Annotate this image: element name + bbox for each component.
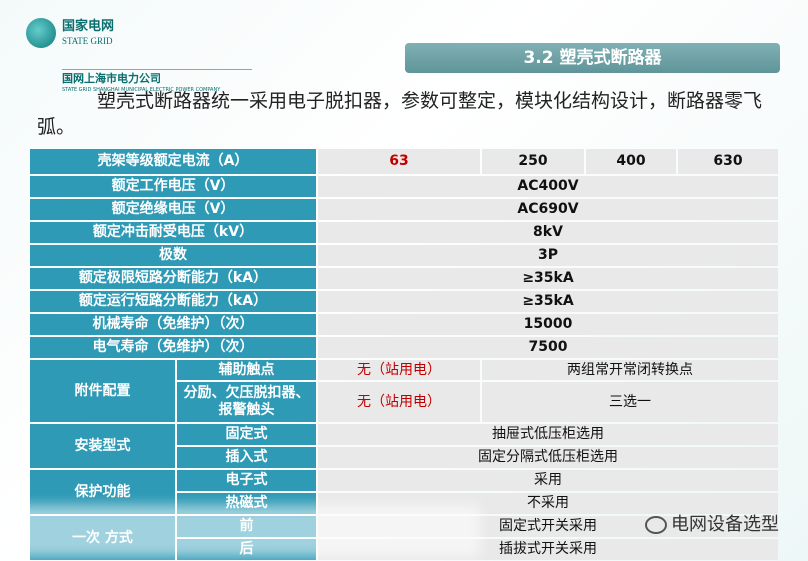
row-value-text: ≥35kA [522, 270, 574, 286]
sub-label-text: 固定式 [225, 426, 268, 442]
row-label: 额定运行短路分断能力（kA） [30, 291, 316, 312]
row-value-text: AC690V [517, 201, 579, 217]
value-63: 无（站用电） [318, 382, 480, 422]
row-value-text: AC400V [517, 178, 579, 194]
value-text: 插拔式开关采用 [499, 541, 597, 557]
value-63: 无（站用电） [318, 360, 480, 380]
blur-overlay [5, 505, 480, 557]
row-label-text: 额定运行短路分断能力（kA） [78, 293, 268, 309]
value: 两组常开常闭转换点 [482, 360, 778, 380]
sub-label-text: 分励、欠压脱扣器、报警触头 [183, 385, 310, 418]
row-value: 3P [318, 245, 778, 266]
row-label: 电气寿命（免维护）（次） [30, 337, 316, 358]
value-text: 抽屉式低压柜选用 [492, 426, 604, 442]
row-label: 额定极限短路分断能力（kA） [30, 268, 316, 289]
row-value: 15000 [318, 314, 778, 335]
sub-label: 分励、欠压脱扣器、报警触头 [177, 382, 316, 422]
header-value: 630 [678, 149, 778, 174]
sub-label-text: 插入式 [225, 449, 268, 465]
row-label: 额定冲击耐受电压（kV） [30, 222, 316, 243]
row-value-text: 7500 [528, 339, 568, 355]
company-cn: 国网上海市电力公司 [62, 72, 161, 85]
header-value: 250 [482, 149, 584, 174]
header-value-text: 63 [389, 153, 409, 169]
value-text: 两组常开常闭转换点 [567, 361, 693, 378]
header-label: 壳架等级额定电流（A） [30, 149, 316, 174]
row-label-text: 极数 [159, 247, 187, 263]
divider [62, 69, 252, 70]
value-text: 三选一 [609, 393, 651, 410]
value: 抽屉式低压柜选用 [318, 424, 778, 445]
sub-label-text: 电子式 [225, 472, 268, 488]
sub-label: 电子式 [177, 470, 316, 491]
watermark-text: 电网设备选型 [671, 514, 779, 535]
value-text: 不采用 [527, 495, 569, 511]
header-label-text: 壳架等级额定电流（A） [97, 153, 249, 169]
row-value: 7500 [318, 337, 778, 358]
row-label: 额定工作电压（V） [30, 176, 316, 197]
row-label-text: 机械寿命（免维护）（次） [92, 316, 254, 332]
header-value-text: 630 [713, 153, 743, 169]
group-label-text: 附件配置 [74, 382, 131, 399]
row-label-text: 电气寿命（免维护）（次） [92, 339, 254, 355]
value: 采用 [318, 470, 778, 491]
watermark: 电网设备选型 [645, 514, 779, 536]
spec-table: 壳架等级额定电流（A） 63 250 400 630 额定工作电压（V） AC400V 额定绝… [30, 149, 780, 560]
header-value-text: 400 [616, 153, 646, 169]
group-label: 附件配置 [30, 360, 175, 422]
row-label: 额定绝缘电压（V） [30, 199, 316, 220]
row-value-text: 8kV [533, 224, 563, 240]
logo-en: STATE GRID [62, 36, 113, 46]
row-label-text: 额定极限短路分断能力（kA） [78, 270, 268, 286]
row-value: 8kV [318, 222, 778, 243]
value-63-text: 无（站用电） [357, 361, 441, 378]
row-value: ≥35kA [318, 268, 778, 289]
row-value-text: 15000 [523, 316, 573, 332]
row-label-text: 额定工作电压（V） [111, 178, 235, 194]
row-value-text: ≥35kA [522, 293, 574, 309]
value: 三选一 [482, 382, 778, 422]
group-label-text: 保护功能 [74, 483, 131, 500]
row-value: AC690V [318, 199, 778, 220]
row-label: 极数 [30, 245, 316, 266]
company-en: STATE GRID SHANGHAI MUNICIPAL ELECTRIC P… [62, 87, 221, 93]
value-63-text: 无（站用电） [357, 393, 441, 410]
row-value-text: 3P [537, 247, 558, 263]
logo-cn: 国家电网 [62, 19, 115, 34]
value: 固定分隔式低压柜选用 [318, 447, 778, 468]
header-value: 63 [318, 149, 480, 174]
header-value: 400 [586, 149, 676, 174]
value-text: 采用 [534, 472, 562, 488]
globe-icon [26, 18, 56, 48]
value-text: 固定式开关采用 [499, 518, 597, 534]
header-value-text: 250 [518, 153, 548, 169]
row-label: 机械寿命（免维护）（次） [30, 314, 316, 335]
intro-text: 塑壳式断路器统一采用电子脱扣器，参数可整定，模块化结构设计，断路器零飞弧。 [37, 90, 763, 138]
group-label-text: 安装型式 [74, 437, 131, 454]
sub-label: 固定式 [177, 424, 316, 445]
sub-label: 辅助触点 [177, 360, 316, 380]
row-label-text: 额定绝缘电压（V） [111, 201, 235, 217]
slide-title: 3.2 塑壳式断路器 [405, 43, 780, 73]
group-label: 安装型式 [30, 424, 175, 468]
sub-label: 插入式 [177, 447, 316, 468]
sub-label-text: 辅助触点 [218, 361, 275, 378]
row-value: AC400V [318, 176, 778, 197]
row-value: ≥35kA [318, 291, 778, 312]
row-label-text: 额定冲击耐受电压（kV） [92, 224, 254, 240]
value-text: 固定分隔式低压柜选用 [478, 449, 618, 465]
wechat-icon [645, 516, 667, 534]
